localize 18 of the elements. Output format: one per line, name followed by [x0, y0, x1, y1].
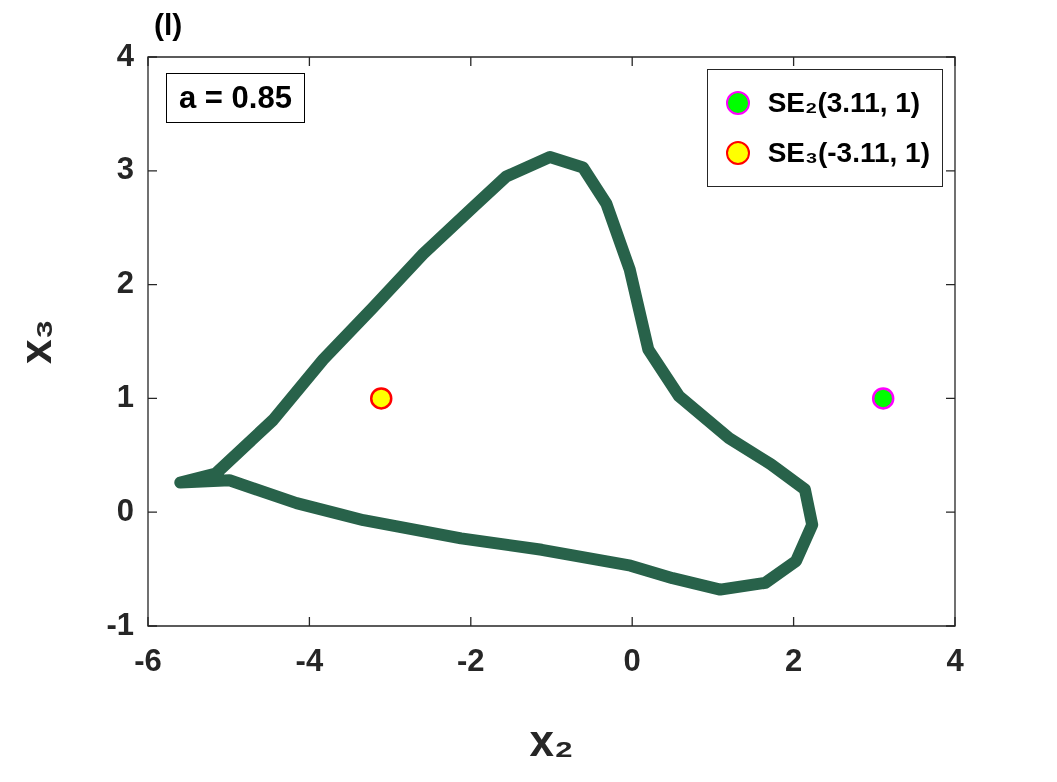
legend-label: SE₂(3.11, 1)	[767, 87, 921, 119]
x-axis-title: x₂	[529, 715, 574, 765]
legend-label: SE₃(-3.11, 1)	[767, 137, 930, 169]
x-tick-label: 0	[623, 643, 641, 679]
x-tick-label: -4	[295, 643, 324, 679]
x-tick-label: -6	[134, 643, 162, 679]
y-tick-label: 2	[116, 265, 134, 301]
x-tick-label: 4	[946, 643, 965, 679]
y-tick-label: 1	[116, 378, 134, 414]
x-tick-label: -2	[457, 643, 485, 679]
y-tick-label: 0	[116, 492, 134, 528]
x-tick-label: 2	[784, 643, 803, 679]
chart-title: (l)	[154, 8, 183, 42]
y-tick-label: 3	[116, 151, 134, 187]
y-axis-title: x₃	[10, 319, 60, 364]
y-tick-label: 4	[116, 37, 135, 73]
y-tick-label: -1	[106, 606, 134, 642]
annotation: a = 0.85	[166, 73, 305, 123]
